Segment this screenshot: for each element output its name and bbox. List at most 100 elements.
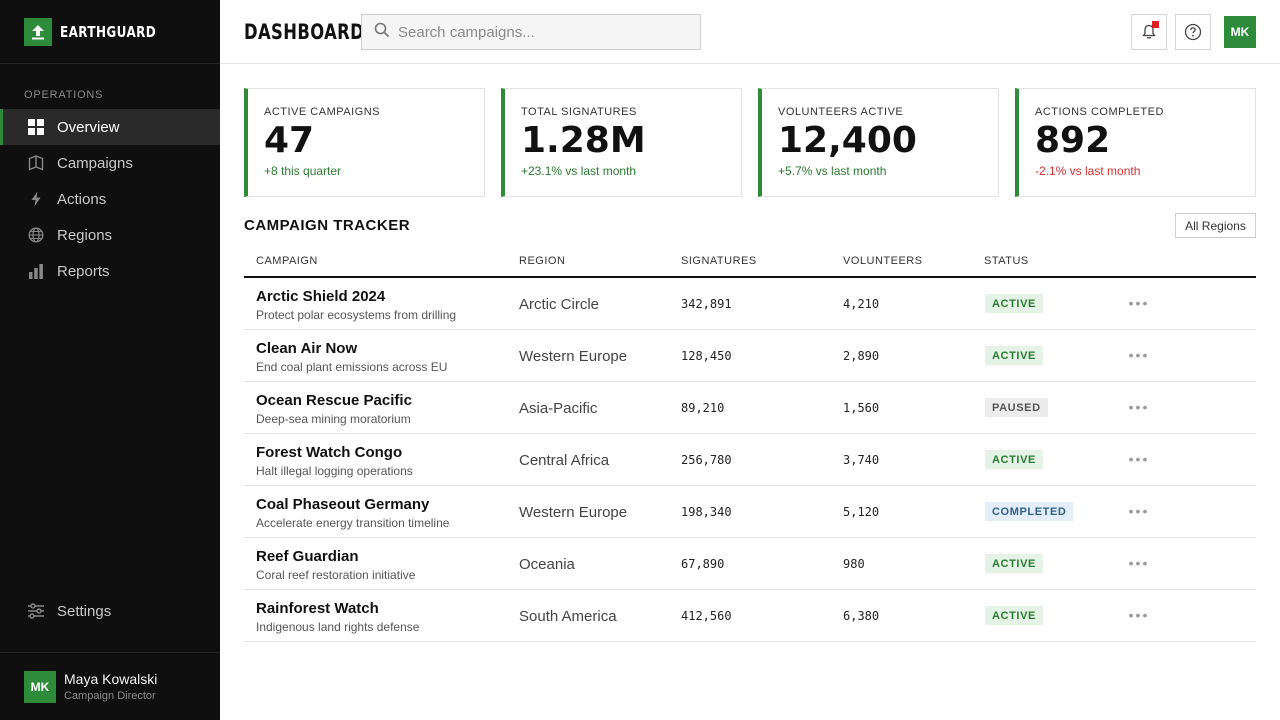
top-header: DASHBOARD MK <box>220 0 1280 64</box>
campaign-name: Rainforest Watch <box>256 600 379 617</box>
column-header-campaign[interactable]: CAMPAIGN <box>256 255 318 267</box>
region-filter-button[interactable]: All Regions <box>1175 213 1256 238</box>
region-cell: Central Africa <box>519 452 610 469</box>
stat-value: 47 <box>264 120 315 161</box>
sidebar-item-label: Regions <box>57 226 113 244</box>
user-avatar[interactable]: MK <box>1224 16 1256 48</box>
notification-dot <box>1152 21 1159 28</box>
user-name: Maya Kowalski <box>64 671 158 687</box>
campaign-cell: Ocean Rescue Pacific Deep-sea mining mor… <box>256 392 412 426</box>
stat-delta: +8 this quarter <box>264 164 342 178</box>
bolt-icon <box>27 190 45 208</box>
notifications-button[interactable] <box>1131 14 1167 50</box>
column-header-volunteers[interactable]: VOLUNTEERS <box>843 255 923 267</box>
sidebar-item-label: Settings <box>57 602 112 620</box>
campaign-cell: Reef Guardian Coral reef restoration ini… <box>256 548 415 582</box>
table-row[interactable]: Coal Phaseout Germany Accelerate energy … <box>244 486 1256 538</box>
column-header-status[interactable]: STATUS <box>984 255 1029 267</box>
help-icon <box>1184 23 1202 41</box>
signatures-cell: 342,891 <box>681 297 732 311</box>
status-badge: ACTIVE <box>985 606 1043 625</box>
help-button[interactable] <box>1175 14 1211 50</box>
table-row[interactable]: Ocean Rescue Pacific Deep-sea mining mor… <box>244 382 1256 434</box>
campaign-name: Clean Air Now <box>256 340 358 357</box>
table-row[interactable]: Reef Guardian Coral reef restoration ini… <box>244 538 1256 590</box>
more-options-icon[interactable]: ••• <box>1128 399 1150 415</box>
sidebar-nav: Overview Campaigns Actions Regions Repor… <box>0 109 220 289</box>
table-row[interactable]: Clean Air Now End coal plant emissions a… <box>244 330 1256 382</box>
more-options-icon[interactable]: ••• <box>1128 555 1150 571</box>
brand[interactable]: EARTHGUARD <box>0 0 220 64</box>
volunteers-cell: 3,740 <box>843 453 880 467</box>
globe-icon <box>27 226 45 244</box>
region-cell: Arctic Circle <box>519 296 600 313</box>
sidebar-item-actions[interactable]: Actions <box>0 181 220 217</box>
user-role: Campaign Director <box>64 690 156 702</box>
search-icon <box>374 22 390 43</box>
stat-label: VOLUNTEERS ACTIVE <box>778 106 904 118</box>
signatures-cell: 67,890 <box>681 557 725 571</box>
sliders-icon <box>27 602 45 620</box>
stat-delta: -2.1% vs last month <box>1035 164 1141 178</box>
campaign-name: Arctic Shield 2024 <box>256 288 386 305</box>
more-options-icon[interactable]: ••• <box>1128 295 1150 311</box>
signatures-cell: 256,780 <box>681 453 732 467</box>
page-title: DASHBOARD <box>244 19 365 44</box>
region-cell: South America <box>519 608 617 625</box>
campaign-cell: Arctic Shield 2024 Protect polar ecosyst… <box>256 288 456 322</box>
stat-card-actions-completed: ACTIONS COMPLETED 892 -2.1% vs last mont… <box>1015 88 1256 197</box>
stat-label: ACTIVE CAMPAIGNS <box>264 106 380 118</box>
status-badge: COMPLETED <box>985 502 1074 521</box>
profile-text: Maya Kowalski Campaign Director <box>64 671 157 702</box>
campaign-description: Deep-sea mining moratorium <box>256 412 411 426</box>
more-options-icon[interactable]: ••• <box>1128 607 1150 623</box>
campaign-name: Reef Guardian <box>256 548 359 565</box>
campaign-cell: Clean Air Now End coal plant emissions a… <box>256 340 447 374</box>
bar-chart-icon <box>27 262 45 280</box>
sidebar-item-campaigns[interactable]: Campaigns <box>0 145 220 181</box>
signatures-cell: 198,340 <box>681 505 732 519</box>
search-box[interactable] <box>361 14 701 50</box>
more-options-icon[interactable]: ••• <box>1128 347 1150 363</box>
grid-icon <box>27 118 45 136</box>
stat-value: 12,400 <box>778 120 917 161</box>
sidebar-item-label: Actions <box>57 190 107 208</box>
table-row[interactable]: Rainforest Watch Indigenous land rights … <box>244 590 1256 642</box>
status-badge: ACTIVE <box>985 450 1043 469</box>
table-header: CAMPAIGN REGION SIGNATURES VOLUNTEERS ST… <box>244 248 1256 278</box>
volunteers-cell: 980 <box>843 557 865 571</box>
campaign-description: Accelerate energy transition timeline <box>256 516 450 530</box>
campaign-description: Indigenous land rights defense <box>256 620 420 634</box>
column-header-signatures[interactable]: SIGNATURES <box>681 255 757 267</box>
avatar: MK <box>24 670 56 703</box>
table-row[interactable]: Forest Watch Congo Halt illegal logging … <box>244 434 1256 486</box>
campaign-cell: Forest Watch Congo Halt illegal logging … <box>256 444 413 478</box>
sidebar-item-label: Overview <box>57 118 120 136</box>
sidebar-item-reports[interactable]: Reports <box>0 253 220 289</box>
campaign-table: CAMPAIGN REGION SIGNATURES VOLUNTEERS ST… <box>244 248 1256 642</box>
stat-card-active-campaigns: ACTIVE CAMPAIGNS 47 +8 this quarter <box>244 88 485 197</box>
region-cell: Western Europe <box>519 348 628 365</box>
status-badge: ACTIVE <box>985 346 1043 365</box>
bell-icon <box>1142 24 1156 39</box>
user-profile[interactable]: MK Maya Kowalski Campaign Director <box>0 652 220 720</box>
sidebar-item-settings[interactable]: Settings <box>0 593 220 629</box>
status-badge: ACTIVE <box>985 294 1043 313</box>
sidebar-item-overview[interactable]: Overview <box>0 109 220 145</box>
sidebar: EARTHGUARD OPERATIONS Overview Campaigns… <box>0 0 220 720</box>
campaign-name: Forest Watch Congo <box>256 444 403 461</box>
campaign-description: End coal plant emissions across EU <box>256 360 448 374</box>
map-icon <box>27 154 45 172</box>
stat-value: 892 <box>1035 120 1111 161</box>
status-badge: PAUSED <box>985 398 1048 417</box>
search-input[interactable] <box>398 23 688 41</box>
more-options-icon[interactable]: ••• <box>1128 503 1150 519</box>
campaign-description: Coral reef restoration initiative <box>256 568 416 582</box>
more-options-icon[interactable]: ••• <box>1128 451 1150 467</box>
brand-name: EARTHGUARD <box>60 22 157 41</box>
column-header-region[interactable]: REGION <box>519 255 566 267</box>
stat-delta: +5.7% vs last month <box>778 164 887 178</box>
volunteers-cell: 2,890 <box>843 349 880 363</box>
table-row[interactable]: Arctic Shield 2024 Protect polar ecosyst… <box>244 278 1256 330</box>
sidebar-item-regions[interactable]: Regions <box>0 217 220 253</box>
